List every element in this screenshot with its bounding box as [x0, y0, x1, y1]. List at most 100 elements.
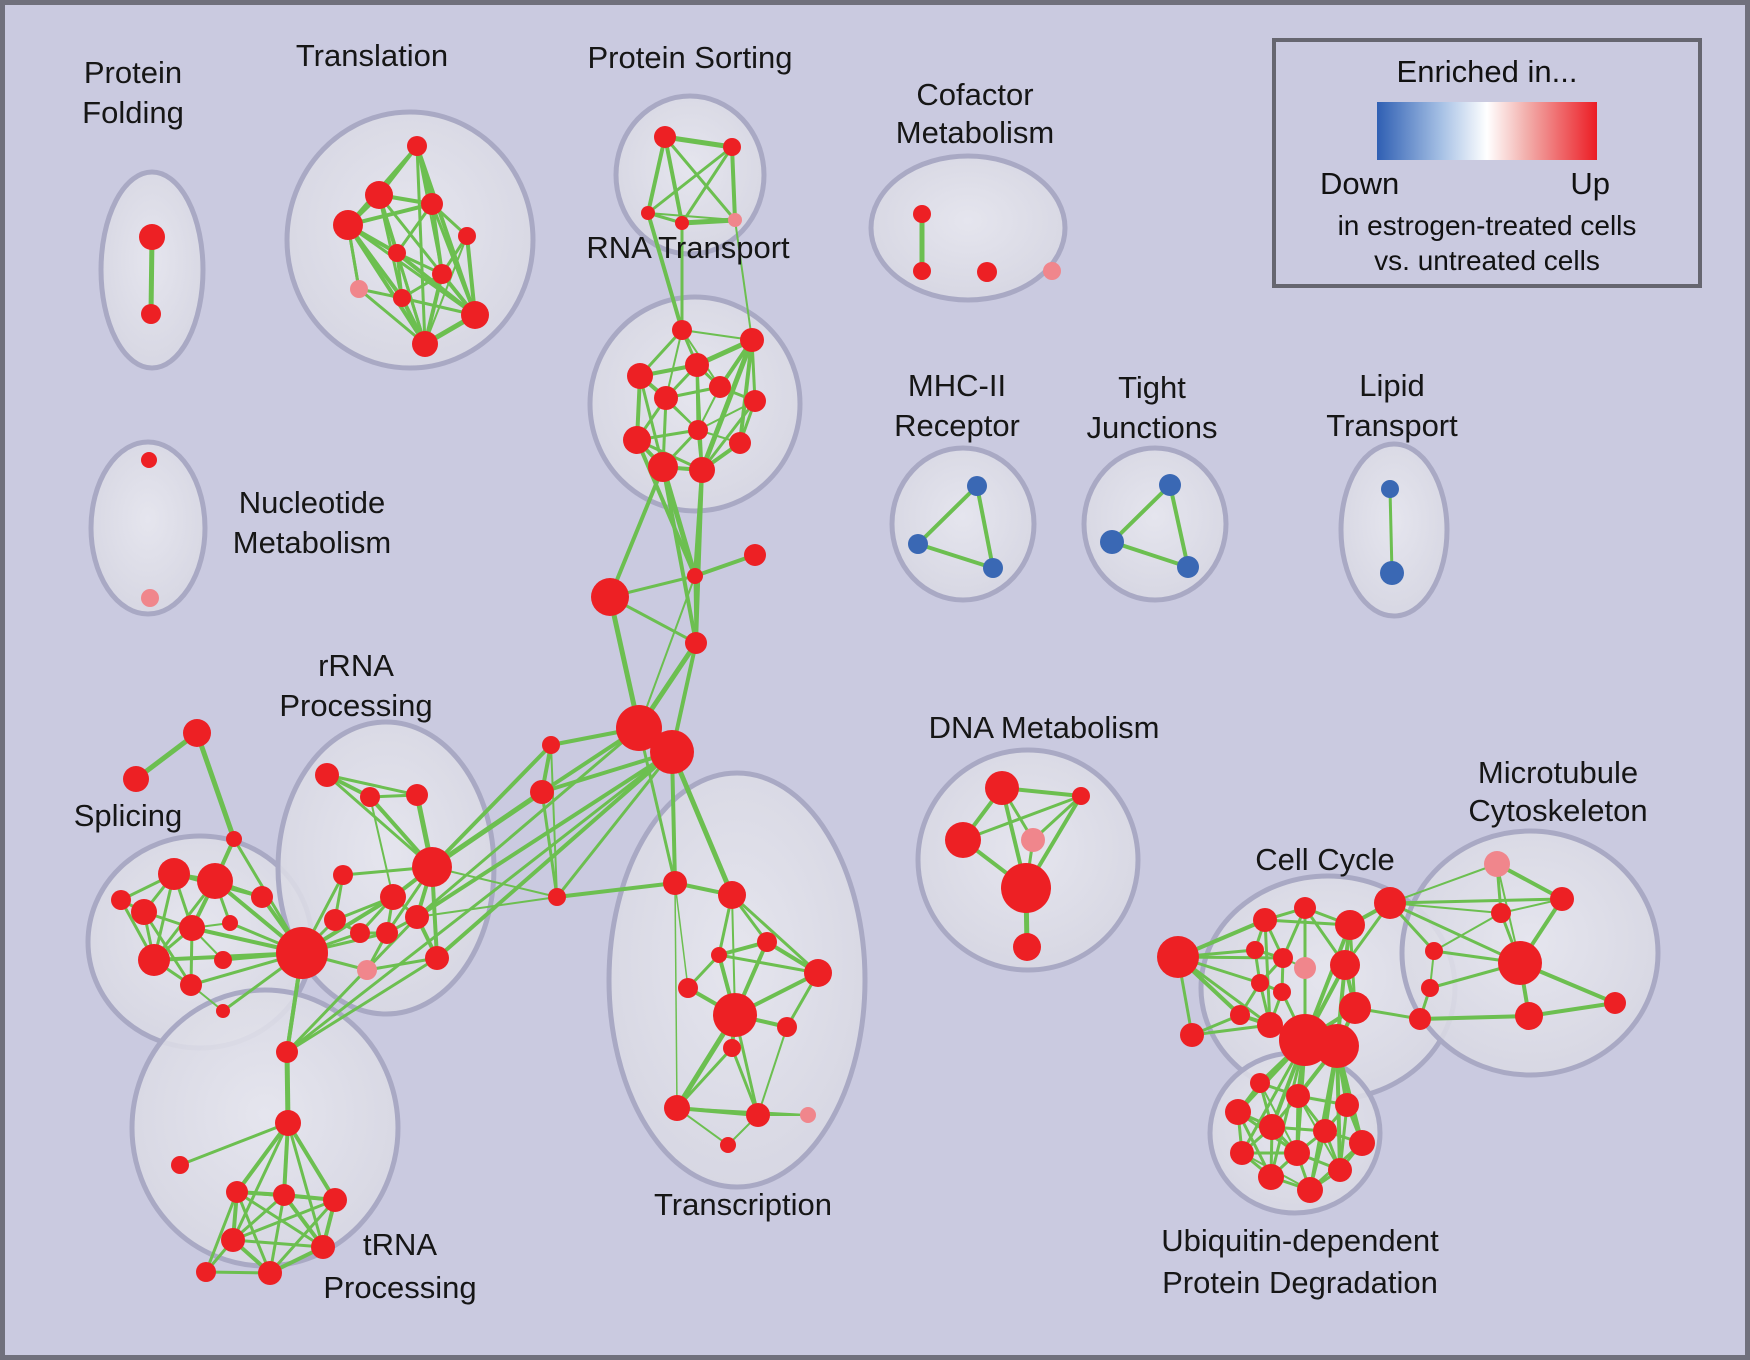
cluster-label-translation: Translation — [296, 38, 448, 73]
network-edge — [416, 726, 640, 919]
network-edge — [346, 223, 427, 346]
gene-set-node-up — [315, 763, 339, 787]
gene-set-node-up — [276, 927, 328, 979]
gene-set-node-up — [1335, 910, 1365, 940]
gene-set-node-up — [713, 993, 757, 1037]
gene-set-node-up — [311, 1235, 335, 1259]
network-edge — [730, 893, 820, 975]
gene-set-node-up — [412, 847, 452, 887]
network-edge — [395, 251, 477, 317]
network-edge — [718, 953, 819, 975]
gene-set-node-up — [744, 390, 766, 412]
legend-title: Enriched in... — [1396, 54, 1578, 89]
gene-set-node-up — [985, 771, 1019, 805]
cluster-label-protein-folding: Protein — [84, 55, 182, 90]
gene-set-node-up — [654, 126, 676, 148]
network-edge — [608, 466, 665, 598]
gene-set-node-up — [1425, 942, 1443, 960]
network-edge — [669, 751, 735, 896]
gene-set-node-up — [672, 320, 692, 340]
network-edge — [416, 896, 558, 918]
gene-set-node-up — [273, 1184, 295, 1206]
network-edge — [680, 146, 734, 224]
gene-set-node-up — [746, 1103, 770, 1127]
gene-set-node-up — [1294, 897, 1316, 919]
gene-set-node-up — [1250, 1073, 1270, 1093]
gene-set-node-down — [1177, 556, 1199, 578]
gene-set-node-up — [197, 863, 233, 899]
network-edge — [1308, 1045, 1339, 1191]
network-edge — [1389, 902, 1502, 914]
network-edge — [638, 575, 696, 729]
gene-set-node-up — [664, 1095, 690, 1121]
network-edge — [369, 796, 394, 898]
network-edge — [647, 212, 736, 221]
network-edge — [674, 882, 678, 1109]
gene-set-node-up — [458, 227, 476, 245]
gene-set-node-up — [407, 136, 427, 156]
gene-set-node-down — [908, 534, 928, 554]
network-edge — [700, 400, 757, 471]
cluster-label-protein-folding: Folding — [82, 95, 184, 130]
gene-set-node-up — [432, 264, 452, 284]
cluster-ellipse-trna-processing — [129, 987, 401, 1269]
gene-set-node-up — [591, 578, 629, 616]
gene-set-node-up — [675, 216, 689, 230]
cluster-label-dna-metabolism: DNA Metabolism — [929, 710, 1160, 745]
network-edge — [550, 744, 558, 898]
network-edge — [430, 789, 544, 870]
network-edge — [681, 217, 736, 226]
gene-set-node-up — [393, 289, 411, 307]
gene-set-node-up-weak — [357, 960, 377, 980]
gene-set-node-up — [616, 705, 662, 751]
gene-set-node-up — [663, 871, 687, 895]
gene-set-node-up — [623, 426, 651, 454]
cluster-label-microtubule-cytoskeleton: Cytoskeleton — [1468, 793, 1647, 828]
gene-set-node-up — [138, 944, 170, 976]
cluster-label-trna-processing: tRNA — [363, 1227, 437, 1262]
gene-set-node-up — [685, 353, 709, 377]
cluster-label-ubiquitin-degradation: Protein Degradation — [1162, 1265, 1438, 1300]
gene-set-node-up — [158, 858, 190, 890]
gene-set-node-up — [1001, 863, 1051, 913]
cluster-label-protein-sorting: Protein Sorting — [587, 40, 792, 75]
network-edge — [326, 773, 418, 797]
gene-set-node-up-weak — [1294, 957, 1316, 979]
gene-set-node-up — [1313, 1119, 1337, 1143]
network-edge — [286, 956, 438, 1054]
gene-set-node-up — [226, 1181, 248, 1203]
cluster-label-nucleotide-metabolism: Nucleotide — [239, 485, 385, 520]
network-edge — [637, 727, 677, 884]
gene-set-node-up — [709, 376, 731, 398]
network-edge — [194, 732, 237, 840]
gene-set-node-up — [1253, 908, 1277, 932]
network-edge — [646, 136, 667, 214]
gene-set-node-up — [1257, 1012, 1283, 1038]
network-edge — [179, 1121, 289, 1167]
gene-set-node-up — [744, 544, 766, 566]
gene-set-node-up — [1225, 1099, 1251, 1125]
gene-set-node-up — [1273, 983, 1291, 1001]
network-edge — [693, 575, 698, 644]
cluster-ellipse-tight-junctions — [1081, 445, 1229, 603]
gene-set-node-up — [1180, 1023, 1204, 1047]
gene-set-node-up — [425, 946, 449, 970]
gene-set-node-up — [689, 457, 715, 483]
legend-up-label: Up — [1570, 166, 1610, 201]
gene-set-node-up — [687, 568, 703, 584]
gene-set-node-down — [1380, 561, 1404, 585]
legend-caption-line2: vs. untreated cells — [1374, 245, 1600, 276]
gene-set-node-up — [221, 1228, 245, 1252]
gene-set-node-up-weak — [350, 280, 368, 298]
cluster-label-rrna-processing: Processing — [279, 688, 432, 723]
gene-set-node-up — [1284, 1140, 1310, 1166]
gene-set-node-up — [688, 420, 708, 440]
network-edge — [430, 203, 477, 316]
network-edge — [975, 485, 995, 569]
cluster-label-cell-cycle: Cell Cycle — [1255, 842, 1395, 877]
network-edge — [699, 339, 755, 471]
gene-set-node-down — [983, 558, 1003, 578]
network-edge — [1168, 484, 1190, 568]
gene-set-node-up — [654, 386, 678, 410]
